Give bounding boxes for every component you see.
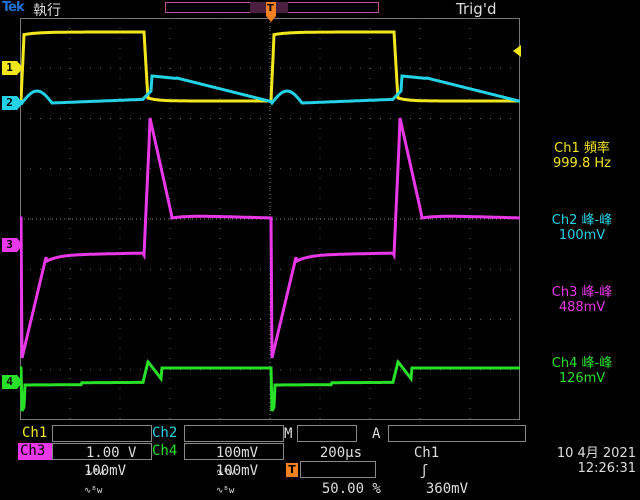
time-readout: 12:26:31 [577, 461, 636, 476]
trigger-position-icon-label: T [288, 463, 296, 476]
measurement-title: Ch4 峰-峰 [551, 356, 613, 371]
measurement-title: Ch2 峰-峰 [551, 213, 613, 228]
ch2-label[interactable]: Ch2 [152, 425, 178, 441]
measurement-title: Ch3 峰-峰 [551, 285, 613, 300]
timebase-value: 200µs [319, 445, 363, 461]
ch4-marker[interactable]: 4 [2, 375, 23, 389]
trigger-mode: A [372, 426, 381, 442]
measurement-value: 488mV [558, 300, 606, 315]
bandwidth-icon: ∿ᴮw [215, 468, 235, 478]
ch2-scale-box[interactable]: 100mV ∿ᴮw [184, 425, 284, 478]
trigger-position-box[interactable]: 50.00 % [300, 461, 381, 497]
timebase-label: M [284, 426, 293, 442]
ch4-label[interactable]: Ch4 [152, 443, 178, 459]
ch2-marker[interactable]: 2 [2, 96, 23, 110]
measurement-ch3-peak-to-peak: Ch3 峰-峰 488mV [524, 285, 640, 315]
ch3-scale-box[interactable]: 100mV ∿ᴮw [52, 443, 152, 496]
ch4-scale: 100mV [215, 463, 259, 479]
ch4-scale-box[interactable]: 100mV ∿ᴮw [184, 443, 284, 496]
bandwidth-icon: ∿ᴮw [85, 468, 105, 478]
trigger-slope-icon: ʃ [419, 463, 429, 479]
ch1-marker[interactable]: 1 [2, 61, 23, 75]
ch1-label[interactable]: Ch1 [22, 425, 48, 441]
measurement-value: 100mV [558, 228, 606, 243]
ch4-waveform [20, 359, 520, 412]
ch3-waveform [20, 117, 520, 359]
measurement-value: 126mV [558, 371, 606, 386]
measurement-ch1-frequency: Ch1 頻率 999.8 Hz [524, 141, 640, 171]
measurement-ch4-peak-to-peak: Ch4 峰-峰 126mV [524, 356, 640, 386]
ch3-label[interactable]: Ch3 [18, 443, 52, 460]
timebase-box[interactable]: 200µs [297, 425, 362, 461]
trigger-status: Trig'd [456, 0, 497, 18]
tek-logo: Tek [2, 0, 25, 15]
ch2-waveform [20, 74, 520, 106]
trigger-source: Ch1 [413, 445, 440, 461]
waveform-display [20, 18, 520, 420]
trigger-position-marker[interactable]: T [266, 2, 276, 24]
measurement-ch2-peak-to-peak: Ch2 峰-峰 100mV [524, 213, 640, 243]
trigger-box[interactable]: Ch1 ʃ 360mV [388, 425, 526, 497]
trigger-level: 360mV [425, 481, 469, 497]
bandwidth-icon: ∿ᴮw [215, 486, 235, 496]
ch1-scale-box[interactable]: 1.00 V ∿ᴮw [52, 425, 152, 478]
trigger-marker-label: T [267, 3, 274, 14]
ch1-scale: 1.00 V [85, 445, 137, 461]
ch3-scale: 100mV [83, 463, 127, 479]
ch2-scale: 100mV [215, 445, 259, 461]
acquisition-mode: 執行 [33, 3, 61, 19]
ch3-marker[interactable]: 3 [2, 238, 23, 252]
trigger-position: 50.00 % [321, 481, 381, 497]
measurement-value: 999.8 Hz [553, 156, 611, 171]
trigger-level-marker[interactable] [511, 42, 521, 57]
date-readout: 10 4月 2021 [556, 446, 636, 461]
measurement-title: Ch1 頻率 [554, 141, 610, 156]
bandwidth-icon: ∿ᴮw [83, 486, 103, 496]
trigger-position-icon: T [286, 463, 298, 477]
